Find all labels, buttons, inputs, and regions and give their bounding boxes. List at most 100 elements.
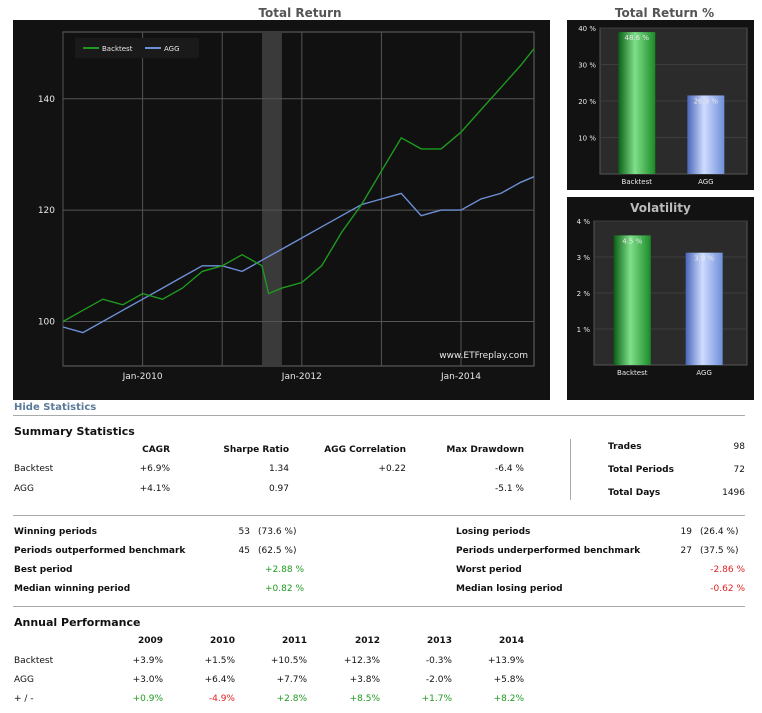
annual-cell: +3.9% <box>132 656 163 666</box>
y-tick-label: 20 % <box>578 98 596 106</box>
annual-year-header: 2009 <box>137 636 163 646</box>
annual-year-header: 2012 <box>354 636 380 646</box>
annual-cell: +3.8% <box>349 675 380 685</box>
volatility-svg: 1 % 2 % 3 % 4 % 4.5 % Backtest 3.9 % AGG <box>577 218 748 377</box>
annual-year-header: 2010 <box>209 636 235 646</box>
bar-value-label: 26.9 % <box>694 97 719 105</box>
header-drawdown: Max Drawdown <box>446 445 524 455</box>
winning-periods-pct: (73.6 %) <box>258 527 297 537</box>
bar-value-label: 4.5 % <box>622 237 642 245</box>
total-return-svg: 100 120 140 Jan-2010 Jan-2012 Jan-2014 Backtes… <box>38 31 535 382</box>
total-periods-label: Total Periods <box>608 465 674 475</box>
x-tick-label: Jan-2010 <box>122 372 163 382</box>
underperformed-count: 27 <box>680 546 692 556</box>
outperformed-pct: (62.5 %) <box>258 546 297 556</box>
y-tick-label: 3 % <box>577 254 591 262</box>
series-line-agg <box>62 176 535 334</box>
y-tick-label: 4 % <box>577 218 591 226</box>
x-tick-label: AGG <box>696 369 712 377</box>
y-tick-label: 140 <box>38 95 55 105</box>
annual-title: Annual Performance <box>14 616 141 629</box>
best-period-label: Best period <box>14 565 73 575</box>
x-tick-label: AGG <box>698 178 714 186</box>
underperformed-pct: (37.5 %) <box>700 546 739 556</box>
annual-cell: +0.9% <box>132 694 163 704</box>
summary-correlation: +0.22 <box>378 464 406 474</box>
total-return-pct-svg: 10 % 20 % 30 % 40 % 48.6 % Backtest 26.9 % AGG <box>578 25 748 186</box>
annual-row-label: AGG <box>14 675 34 685</box>
annual-row-label: Backtest <box>14 656 54 666</box>
winning-periods-label: Winning periods <box>14 527 97 537</box>
shaded-region <box>262 32 282 366</box>
median-winning-value: +0.82 % <box>265 584 304 594</box>
bar-value-label: 3.9 % <box>694 255 714 263</box>
bar-backtest <box>618 32 656 175</box>
hide-statistics-link[interactable]: Hide Statistics <box>14 402 97 413</box>
annual-cell: +8.2% <box>493 694 524 704</box>
median-winning-label: Median winning period <box>14 584 131 594</box>
total-days-value: 1496 <box>722 488 745 498</box>
trades-label: Trades <box>608 442 642 452</box>
losing-periods-count: 19 <box>680 527 692 537</box>
outperformed-label: Periods outperformed benchmark <box>14 546 186 556</box>
annual-year-header: 2014 <box>498 636 524 646</box>
plot-area <box>62 31 535 367</box>
bar-agg <box>687 95 725 174</box>
annual-cell: +1.7% <box>421 694 452 704</box>
annual-cell: +3.0% <box>132 675 163 685</box>
summary-sharpe: 1.34 <box>268 464 289 474</box>
y-tick-label: 120 <box>38 206 55 216</box>
header-cagr: CAGR <box>142 445 170 455</box>
losing-periods-pct: (26.4 %) <box>700 527 739 537</box>
y-tick-label: 1 % <box>577 326 591 334</box>
losing-periods-label: Losing periods <box>456 527 531 537</box>
volatility-chart: Volatility 1 % 2 % 3 % 4 % 4.5 % Backtest 3.9 … <box>567 197 754 400</box>
annual-cell: +10.5% <box>270 656 307 666</box>
worst-period-value: -2.86 % <box>710 565 745 575</box>
annual-cell: +13.9% <box>487 656 524 666</box>
volatility-title: Volatility <box>630 201 691 215</box>
y-tick-label: 30 % <box>578 62 596 70</box>
summary-row-label: AGG <box>14 484 34 494</box>
y-tick-label: 10 % <box>578 135 596 143</box>
legend-label: AGG <box>164 45 180 53</box>
annual-row-label: + / - <box>14 694 34 704</box>
total-return-title: Total Return <box>258 6 342 20</box>
legend-box <box>75 38 199 58</box>
trades-value: 98 <box>733 442 745 452</box>
x-tick-label: Jan-2012 <box>281 372 322 382</box>
x-tick-label: Jan-2014 <box>440 372 481 382</box>
header-correlation: AGG Correlation <box>324 445 406 455</box>
divider <box>13 515 745 516</box>
summary-title: Summary Statistics <box>14 425 135 438</box>
divider <box>13 415 745 416</box>
annual-cell: -0.3% <box>425 656 452 666</box>
annual-cell: -4.9% <box>208 694 235 704</box>
y-tick-label: 40 % <box>578 25 596 33</box>
summary-drawdown: -6.4 % <box>495 464 524 474</box>
watermark: www.ETFreplay.com <box>439 351 528 361</box>
annual-cell: +1.5% <box>204 656 235 666</box>
summary-row-label: Backtest <box>14 464 54 474</box>
x-tick-label: Backtest <box>622 178 653 186</box>
x-tick-label: Backtest <box>617 369 648 377</box>
annual-cell: +2.8% <box>276 694 307 704</box>
annual-cell: +6.4% <box>204 675 235 685</box>
annual-year-header: 2011 <box>281 636 307 646</box>
summary-vertical-divider <box>570 439 571 500</box>
outperformed-count: 45 <box>238 546 250 556</box>
summary-cagr: +6.9% <box>139 464 170 474</box>
total-return-pct-title: Total Return % <box>614 6 715 20</box>
total-return-pct-chart: 10 % 20 % 30 % 40 % 48.6 % Backtest 26.9 % AGG <box>567 20 754 190</box>
bar-agg <box>685 252 723 365</box>
annual-cell: +8.5% <box>349 694 380 704</box>
underperformed-label: Periods underperformed benchmark <box>456 546 641 556</box>
median-losing-value: -0.62 % <box>710 584 745 594</box>
total-days-label: Total Days <box>608 488 661 498</box>
series-line-backtest <box>62 48 535 323</box>
total-return-chart: 100 120 140 Jan-2010 Jan-2012 Jan-2014 Backtes… <box>13 20 550 400</box>
winning-periods-count: 53 <box>238 527 250 537</box>
annual-cell: -2.0% <box>425 675 452 685</box>
legend-label: Backtest <box>102 45 133 53</box>
bar-value-label: 48.6 % <box>625 34 650 42</box>
